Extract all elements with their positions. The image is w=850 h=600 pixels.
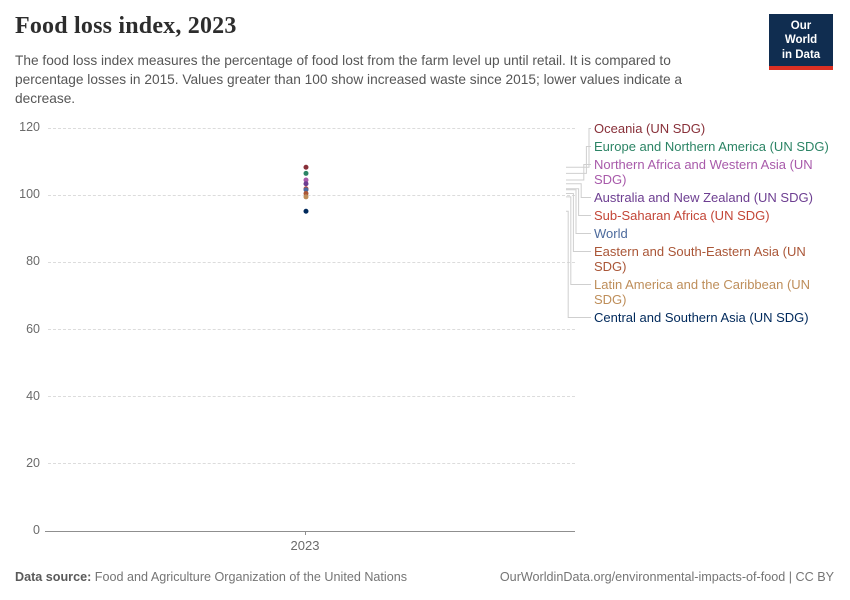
page-title: Food loss index, 2023	[15, 13, 237, 39]
footer: Data source: Food and Agriculture Organi…	[15, 570, 834, 584]
data-point[interactable]	[303, 208, 309, 214]
footer-link[interactable]: OurWorldinData.org/environmental-impacts…	[499, 570, 834, 584]
x-tick-mark	[305, 531, 306, 535]
legend-connector-line	[566, 196, 591, 285]
data-point[interactable]	[303, 170, 309, 176]
owid-logo-line1: Our World	[784, 20, 818, 47]
data-source-text: Food and Agriculture Organization of the…	[91, 570, 408, 584]
y-tick-label: 40	[26, 388, 40, 403]
owid-logo[interactable]: Our World in Data	[769, 14, 833, 71]
legend-connector-line	[566, 128, 591, 168]
x-tick-label: 2023	[290, 538, 320, 553]
legend-entry[interactable]: World	[594, 226, 628, 241]
y-gridline	[48, 127, 575, 129]
legend-entry[interactable]: Europe and Northern America (UN SDG)	[594, 139, 829, 154]
chart-subtitle: The food loss index measures the percent…	[15, 53, 683, 106]
y-tick-label: 80	[26, 254, 40, 269]
data-point[interactable]	[303, 186, 309, 192]
legend-entry[interactable]: Central and Southern Asia (UN SDG)	[594, 310, 809, 325]
y-gridline	[48, 261, 575, 263]
y-gridline	[48, 463, 575, 465]
data-point[interactable]	[303, 181, 309, 187]
y-tick-label: 20	[26, 455, 40, 470]
y-tick-label: 120	[19, 120, 40, 134]
legend-entry[interactable]: Australia and New Zealand (UN SDG)	[594, 190, 813, 205]
legend: Oceania (UN SDG) Europe and Northern Amer…	[594, 121, 835, 328]
data-point[interactable]	[303, 187, 309, 193]
legend-connector-line	[566, 164, 591, 181]
legend-entry[interactable]: Eastern and South-Eastern Asia (UN SDG)	[594, 244, 806, 274]
y-tick-label: 100	[19, 187, 40, 202]
legend-entry[interactable]: Latin America and the Caribbean (UN SDG)	[594, 277, 811, 307]
legend-connector-line	[566, 188, 591, 216]
y-gridline	[48, 329, 575, 330]
legend-entry[interactable]: Northern Africa and Western Asia (UN SDG…	[594, 157, 813, 187]
data-source: Data source: Food and Agriculture Organi…	[15, 570, 407, 584]
y-tick-label: 60	[26, 321, 40, 336]
y-gridline	[48, 396, 575, 398]
owid-logo-line2: in Data	[781, 48, 821, 61]
legend-connector-line	[566, 210, 591, 318]
legend-connector-line	[566, 146, 591, 174]
data-point[interactable]	[303, 164, 309, 170]
legend-connector-line	[566, 192, 591, 252]
legend-connector-line	[566, 189, 591, 234]
data-point[interactable]	[303, 177, 309, 183]
legend-entry[interactable]: Oceania (UN SDG)	[594, 121, 706, 136]
y-gridline	[48, 194, 575, 196]
legend-entry[interactable]: Sub-Saharan Africa (UN SDG)	[594, 208, 770, 223]
data-source-label: Data source:	[15, 570, 92, 584]
x-axis-line	[45, 530, 575, 532]
y-tick-label: 0	[33, 523, 40, 537]
